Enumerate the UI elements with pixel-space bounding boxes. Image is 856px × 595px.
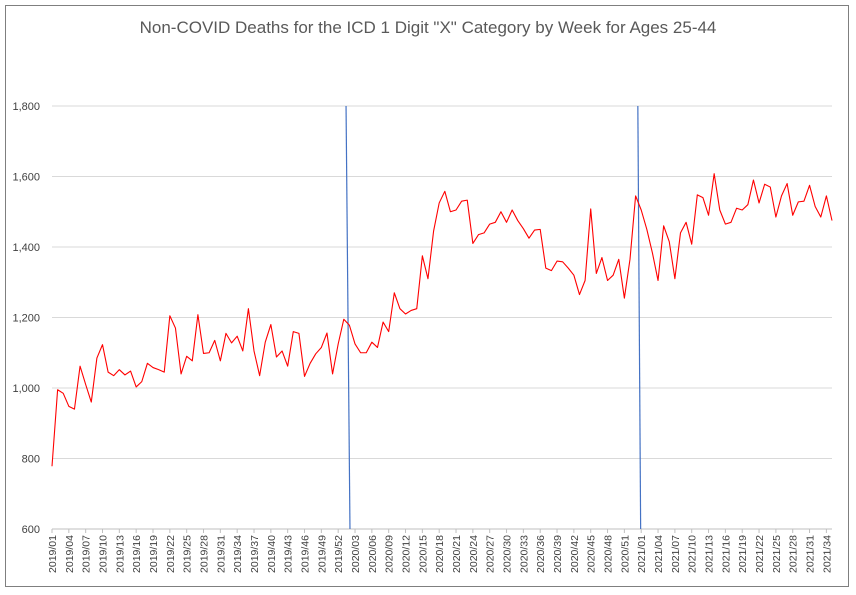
x-tick-label: 2019/40	[266, 535, 278, 573]
x-tick-label: 2020/12	[401, 535, 413, 573]
y-tick-label: 1,600	[12, 172, 40, 184]
x-tick-label: 2019/22	[165, 535, 177, 573]
y-tick-label: 600	[22, 524, 40, 536]
x-tick-label: 2021/16	[720, 535, 732, 573]
x-tick-label: 2021/13	[704, 535, 716, 573]
x-tick-label: 2020/39	[552, 535, 564, 573]
vertical-markers	[345, 105, 642, 530]
x-tick-label: 2019/43	[283, 535, 295, 573]
x-tick-label: 2020/18	[434, 535, 446, 573]
x-tick-label: 2019/49	[316, 535, 328, 573]
x-axis-ticks: 2019/01 2019/04 2019/07 2019/10 2019/13 2019/…	[47, 529, 833, 573]
x-tick-label: 2021/01	[636, 535, 648, 573]
chart-frame	[5, 5, 849, 587]
x-tick-label: 2019/10	[98, 535, 110, 573]
x-tick-label: 2019/37	[249, 535, 261, 573]
x-tick-label: 2019/28	[199, 535, 211, 573]
x-tick-label: 2019/19	[148, 535, 160, 573]
x-tick-label: 2019/07	[81, 535, 93, 573]
x-tick-label: 2020/51	[619, 535, 631, 573]
x-tick-label: 2021/19	[737, 535, 749, 573]
y-tick-label: 1,000	[12, 383, 40, 395]
x-tick-label: 2019/46	[300, 535, 312, 573]
x-tick-label: 2020/21	[451, 535, 463, 573]
x-tick-label: 2020/24	[468, 535, 480, 573]
y-tick-label: 1,400	[12, 242, 40, 254]
x-tick-label: 2021/25	[771, 535, 783, 573]
x-tick-label: 2020/45	[586, 535, 598, 573]
x-tick-label: 2020/42	[569, 535, 581, 573]
chart-title: Non-COVID Deaths for the ICD 1 Digit "X"…	[139, 18, 717, 37]
x-tick-label: 2019/13	[114, 535, 126, 573]
series-line	[51, 173, 833, 467]
gridlines	[52, 105, 832, 530]
x-tick-label: 2019/25	[182, 535, 194, 573]
x-tick-label: 2019/31	[215, 535, 227, 573]
x-tick-label: 2021/28	[788, 535, 800, 573]
vertical-marker-line	[637, 105, 642, 530]
x-tick-label: 2021/34	[821, 535, 833, 573]
x-tick-label: 2020/33	[518, 535, 530, 573]
x-tick-label: 2019/34	[232, 535, 244, 573]
y-axis-ticks: 600 800 1,000 1,200 1,400 1,600 1,800	[12, 101, 40, 536]
y-tick-label: 1,800	[12, 101, 40, 113]
x-tick-label: 2019/16	[131, 535, 143, 573]
x-tick-label: 2021/31	[805, 535, 817, 573]
x-tick-label: 2021/10	[687, 535, 699, 573]
x-tick-label: 2020/36	[535, 535, 547, 573]
x-tick-label: 2019/04	[64, 535, 76, 573]
x-tick-label: 2020/27	[485, 535, 497, 573]
vertical-marker-line	[345, 105, 351, 530]
x-tick-label: 2021/04	[653, 535, 665, 573]
x-tick-label: 2019/01	[47, 535, 59, 573]
series-group	[51, 173, 833, 467]
x-tick-label: 2021/07	[670, 535, 682, 573]
x-tick-label: 2020/15	[417, 535, 429, 573]
x-tick-label: 2020/30	[502, 535, 514, 573]
y-tick-label: 800	[22, 454, 40, 466]
x-tick-label: 2020/09	[384, 535, 396, 573]
x-tick-label: 2019/52	[333, 535, 345, 573]
x-tick-label: 2021/22	[754, 535, 766, 573]
x-tick-label: 2020/06	[367, 535, 379, 573]
y-tick-label: 1,200	[12, 313, 40, 325]
x-tick-label: 2020/48	[603, 535, 615, 573]
x-tick-label: 2020/03	[350, 535, 362, 573]
